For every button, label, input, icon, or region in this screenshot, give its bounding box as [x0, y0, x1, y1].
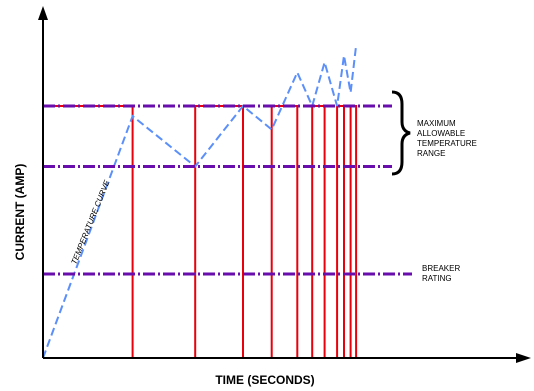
temperature-curve-label: TEMPERATURE CURVE [70, 178, 112, 265]
max-temp-range-line-2: ALLOWABLE [417, 129, 465, 138]
breaker-rating-line-1: BREAKER [422, 264, 460, 273]
max-temp-range-line-1: MAXIMUM [417, 119, 456, 128]
range-brace [391, 90, 411, 176]
y-axis-label: CURRENT (AMP) [13, 164, 27, 261]
max-temp-range-line-3: TEMPERATURE [417, 139, 477, 148]
y-axis-arrow [38, 6, 48, 20]
x-axis-arrow [516, 353, 531, 363]
max-temp-range-line-4: RANGE [417, 149, 445, 158]
breaker-rating-line-2: RATING [422, 274, 452, 283]
x-axis-label: TIME (SECONDS) [215, 373, 314, 387]
temperature-series-line [42, 45, 358, 359]
